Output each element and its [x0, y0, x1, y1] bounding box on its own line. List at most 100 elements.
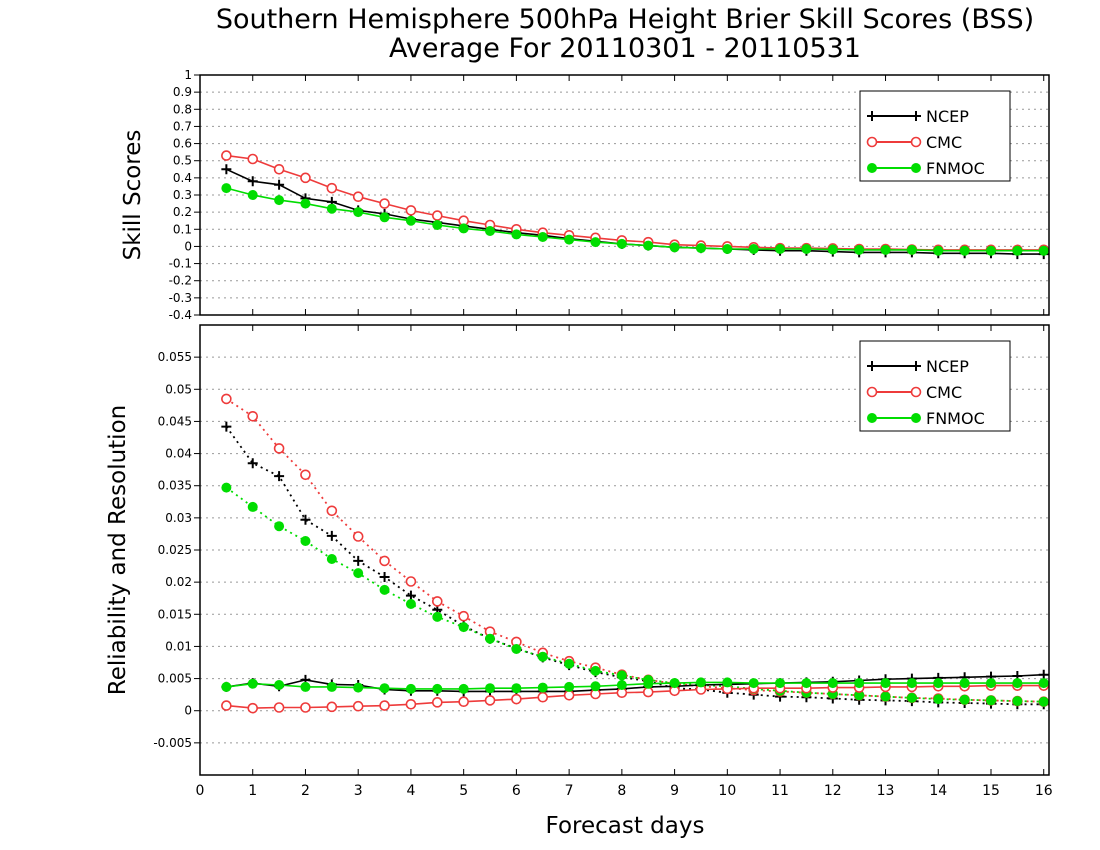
- legend-label: FNMOC: [926, 159, 985, 178]
- data-point: [379, 584, 390, 595]
- data-point: [590, 681, 601, 692]
- grid: -0.4 -0.3 -0.2 -0.1 0 0.1 0.2 0.3 0.4 0.5 0.6 0.7 0.…: [169, 68, 1049, 322]
- data-point: [669, 678, 680, 689]
- data-point: [959, 694, 970, 705]
- data-point: [353, 682, 364, 693]
- data-point: [1038, 678, 1049, 689]
- data-point: [880, 244, 891, 255]
- legend-label: CMC: [926, 383, 962, 402]
- data-point: [485, 226, 496, 236]
- legend-box: [859, 340, 1011, 432]
- y-tick-label: 0.005: [158, 672, 192, 686]
- legend-marker: [911, 361, 921, 371]
- data-point: [247, 153, 259, 165]
- y-tick-label: 0.045: [158, 414, 192, 428]
- data-point: [933, 678, 944, 689]
- data-point: [221, 681, 232, 692]
- series-cmc-solid: [221, 680, 1050, 714]
- y-axis-label: Reliability and Resolution: [105, 405, 131, 695]
- legend-marker: [911, 163, 921, 173]
- data-point: [274, 471, 285, 482]
- data-point: [274, 179, 285, 190]
- data-point: [695, 243, 706, 254]
- data-point: [247, 458, 258, 469]
- data-point: [1012, 245, 1023, 256]
- legend-box: [859, 90, 1011, 182]
- legend-entry-fnmoc: FNMOC: [867, 409, 985, 428]
- data-point: [880, 678, 891, 689]
- x-tick-label: 5: [459, 783, 468, 799]
- data-point: [775, 678, 786, 689]
- data-point: [959, 245, 970, 256]
- data-point: [247, 702, 259, 714]
- data-point: [590, 665, 601, 676]
- legend-marker: [911, 111, 921, 121]
- legend-marker: [867, 111, 877, 121]
- data-point: [642, 686, 654, 698]
- data-point: [801, 678, 812, 689]
- data-point: [247, 410, 259, 422]
- x-tick-label: 6: [512, 783, 521, 799]
- data-point: [906, 244, 917, 255]
- legend-marker: [866, 136, 878, 148]
- series-line: [226, 684, 1044, 709]
- legend-entry-ncep: NCEP: [867, 357, 969, 376]
- data-point: [326, 681, 337, 692]
- legend-marker: [910, 136, 922, 148]
- data-point: [379, 572, 390, 582]
- data-point: [221, 700, 232, 711]
- data-point: [431, 697, 443, 708]
- x-tick-label: 4: [406, 783, 415, 799]
- data-point: [326, 701, 338, 713]
- y-tick-label: 0.2: [173, 205, 192, 219]
- data-point: [352, 700, 364, 712]
- y-tick-label: 0.9: [173, 85, 192, 99]
- series-line: [225, 426, 1044, 706]
- data-point: [854, 678, 865, 689]
- data-point: [511, 693, 522, 705]
- skill-score-panel: -0.4 -0.3 -0.2 -0.1 0 0.1 0.2 0.3 0.4 0.5 0.6 0.7 0.…: [120, 68, 1050, 322]
- data-point: [485, 633, 496, 644]
- x-tick-label: 12: [824, 783, 842, 799]
- data-point: [616, 680, 627, 690]
- y-tick-label: -0.4: [169, 308, 192, 322]
- data-point: [511, 229, 522, 240]
- data-point: [379, 212, 390, 223]
- data-point: [748, 678, 759, 689]
- y-tick-label: 0.035: [158, 479, 192, 493]
- data-point: [959, 678, 970, 689]
- y-axis-label: Skill Scores: [120, 130, 146, 261]
- legend-label: NCEP: [926, 107, 969, 126]
- data-point: [775, 244, 786, 254]
- series-fnmoc-dotted: [221, 482, 1049, 707]
- data-point: [431, 596, 443, 607]
- data-point: [432, 220, 443, 230]
- data-point: [643, 240, 654, 251]
- y-tick-label: 0.4: [173, 171, 192, 185]
- x-tick-label: 15: [982, 783, 1000, 799]
- legend-entry-cmc: CMC: [866, 133, 962, 152]
- data-point: [933, 694, 944, 705]
- data-point: [484, 695, 496, 706]
- data-point: [801, 244, 812, 254]
- x-axis: 0 1 2 3 4 5 6 7 8 9 10 11 12 13 14 15 16: [196, 783, 1053, 799]
- data-point: [300, 536, 311, 546]
- data-point: [643, 678, 654, 689]
- data-point: [379, 683, 390, 694]
- x-tick-label: 2: [301, 783, 310, 799]
- data-point: [274, 195, 285, 206]
- y-tick-label: -0.005: [153, 736, 192, 750]
- data-point: [300, 681, 311, 692]
- data-point: [827, 244, 838, 255]
- data-point: [458, 622, 469, 633]
- data-point: [405, 590, 416, 601]
- data-point: [564, 681, 575, 692]
- data-point: [537, 682, 548, 693]
- data-point: [247, 176, 258, 187]
- x-tick-label: 16: [1035, 783, 1053, 799]
- data-point: [300, 172, 311, 184]
- x-tick-label: 7: [565, 783, 574, 799]
- data-point: [458, 610, 469, 622]
- legend-label: CMC: [926, 133, 962, 152]
